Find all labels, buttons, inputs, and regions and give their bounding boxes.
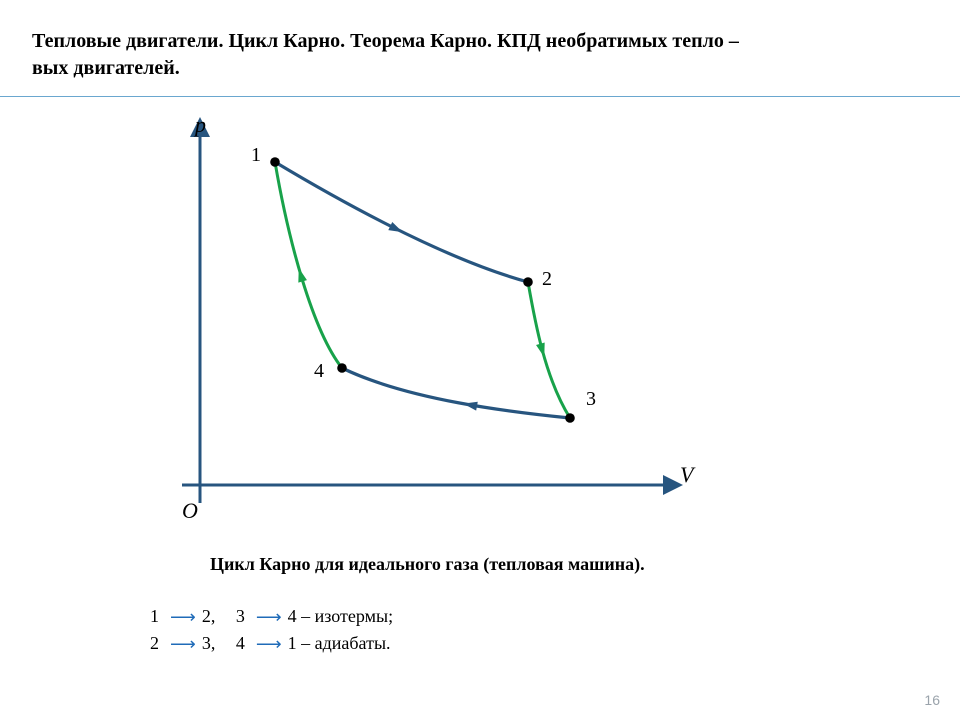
- legend: 1 ⟶ 2,3 ⟶ 4 – изотермы; 2 ⟶ 3,4 ⟶ 1 – адиабаты.: [150, 604, 393, 658]
- legend-d: 1 – адиабаты.: [288, 631, 391, 656]
- carnot-diagram: [140, 110, 700, 530]
- legend-b: 3,: [202, 631, 230, 656]
- legend-a: 1: [150, 604, 164, 629]
- point-label-4: 4: [314, 360, 324, 383]
- title-line1: Тепловые двигатели. Цикл Карно. Теорема …: [32, 30, 739, 52]
- legend-a: 2: [150, 631, 164, 656]
- title-divider: [0, 96, 960, 97]
- legend-arrow-icon: ⟶: [256, 635, 282, 653]
- axis-origin-label: O: [182, 498, 198, 524]
- diagram-caption: Цикл Карно для идеального газа (тепловая…: [210, 554, 645, 575]
- point-label-1: 1: [251, 144, 261, 167]
- legend-b: 2,: [202, 604, 230, 629]
- page-number: 16: [924, 692, 940, 708]
- axis-label-v: V: [680, 462, 693, 488]
- legend-c: 4: [236, 631, 250, 656]
- legend-arrow-icon: ⟶: [170, 608, 196, 626]
- legend-d: 4 – изотермы;: [288, 604, 393, 629]
- legend-row: 1 ⟶ 2,3 ⟶ 4 – изотермы;: [150, 604, 393, 629]
- legend-arrow-icon: ⟶: [170, 635, 196, 653]
- title-line2: вых двигателей.: [32, 57, 180, 79]
- legend-arrow-icon: ⟶: [256, 608, 282, 626]
- point-label-2: 2: [542, 268, 552, 291]
- legend-c: 3: [236, 604, 250, 629]
- legend-row: 2 ⟶ 3,4 ⟶ 1 – адиабаты.: [150, 631, 393, 656]
- slide-title: Тепловые двигатели. Цикл Карно. Теорема …: [32, 28, 928, 82]
- axis-label-p: p: [195, 112, 206, 138]
- point-label-3: 3: [586, 388, 596, 411]
